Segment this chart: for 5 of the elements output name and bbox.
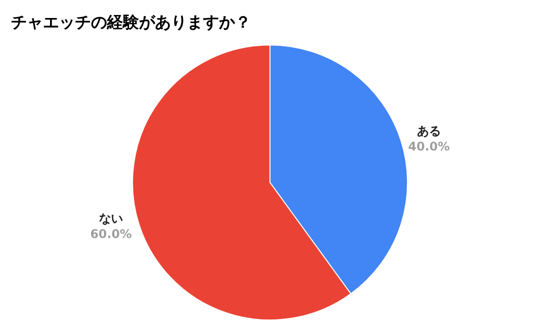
data-label: 40.0% xyxy=(408,139,450,154)
chart-title: チャエッチの経験がありますか？ xyxy=(10,12,251,32)
slice-label: ある xyxy=(416,124,441,138)
data-label: 60.0% xyxy=(90,227,132,242)
slice-label: ない xyxy=(99,212,124,226)
